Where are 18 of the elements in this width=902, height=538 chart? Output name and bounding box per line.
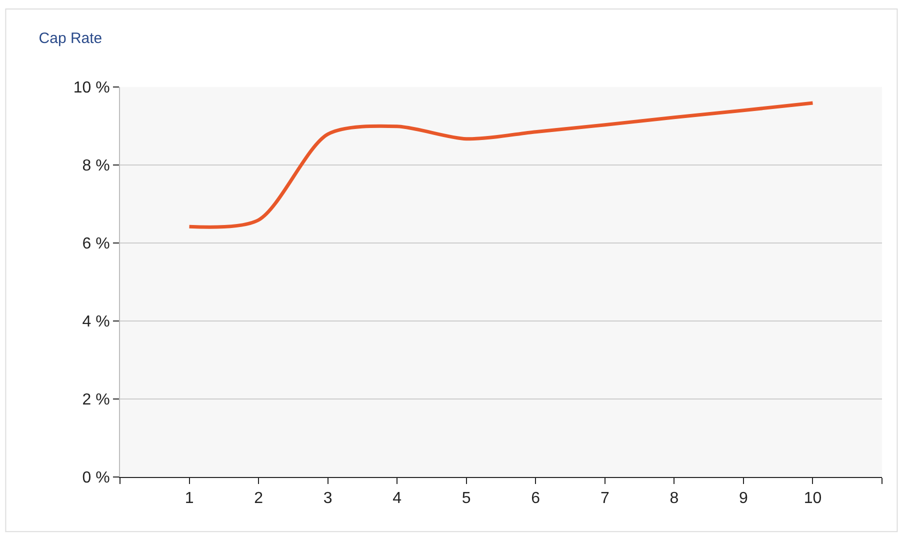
x-tick-label: 5 (462, 490, 471, 508)
x-tick-label: 1 (184, 490, 194, 508)
y-tick-label: 6 % (82, 236, 110, 253)
x-tick-label: 10 (804, 490, 822, 508)
line-series (188, 101, 814, 229)
y-tick-label: 10 % (73, 80, 110, 97)
x-tick-label: 2 (254, 490, 264, 508)
x-tick-label: 9 (738, 490, 748, 508)
x-tick-label: 4 (392, 490, 402, 508)
x-tick-label: 7 (600, 490, 610, 508)
chart-title: Cap Rate (38, 30, 102, 47)
x-tick-label: 6 (531, 490, 540, 508)
y-tick-label: 0 % (82, 470, 110, 487)
y-tick-label: 4 % (82, 314, 110, 331)
y-tick-label: 2 % (82, 392, 110, 409)
y-tick-label: 8 % (82, 158, 110, 175)
x-tick-label: 8 (670, 490, 679, 508)
x-tick-label: 3 (323, 490, 332, 508)
